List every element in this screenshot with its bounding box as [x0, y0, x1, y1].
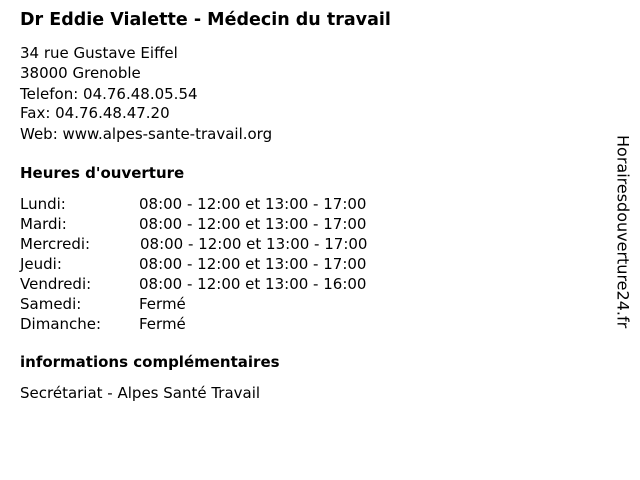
- day-hours: 08:00 - 12:00 et 13:00 - 17:00: [139, 255, 367, 273]
- day-label: Jeudi:: [20, 255, 62, 273]
- info-text: Secrétariat - Alpes Santé Travail: [20, 384, 261, 402]
- address-street: 34 rue Gustave Eiffel: [20, 44, 178, 62]
- day-label: Dimanche:: [20, 315, 102, 333]
- day-hours: Fermé: [139, 315, 186, 333]
- day-label: Mercredi:: [20, 235, 91, 253]
- day-hours: Fermé: [139, 295, 186, 313]
- day-hours: 08:00 - 12:00 et 13:00 - 17:00: [139, 195, 367, 213]
- day-hours: 08:00 - 12:00 et 13:00 - 17:00: [140, 235, 368, 253]
- phone: Telefon: 04.76.48.05.54: [20, 85, 198, 103]
- website: Web: www.alpes-sante-travail.org: [20, 125, 273, 143]
- address-city: 38000 Grenoble: [20, 64, 141, 82]
- day-hours: 08:00 - 12:00 et 13:00 - 16:00: [139, 275, 367, 293]
- day-label: Lundi:: [20, 195, 66, 213]
- info-heading: informations complémentaires: [20, 353, 280, 371]
- day-label: Samedi:: [20, 295, 82, 313]
- day-hours: 08:00 - 12:00 et 13:00 - 17:00: [139, 215, 367, 233]
- hours-heading: Heures d'ouverture: [20, 164, 185, 182]
- watermark: Horairesdouverture24.fr: [613, 135, 633, 329]
- day-label: Vendredi:: [20, 275, 92, 293]
- page-title: Dr Eddie Vialette - Médecin du travail: [20, 10, 391, 30]
- fax: Fax: 04.76.48.47.20: [20, 104, 170, 122]
- day-label: Mardi:: [20, 215, 67, 233]
